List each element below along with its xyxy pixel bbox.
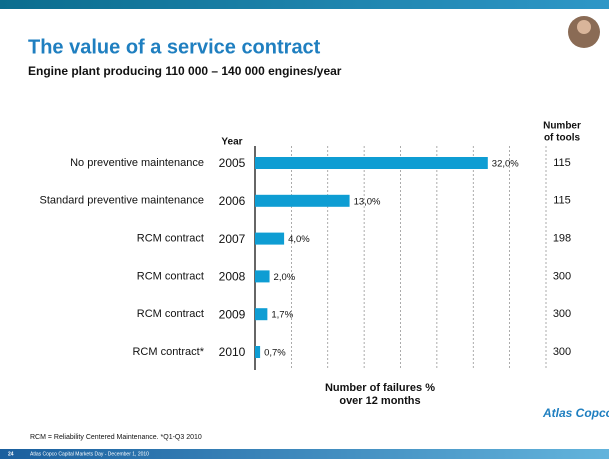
value-label: 4,0% xyxy=(288,234,310,245)
bar xyxy=(255,270,270,282)
page-number: 24 xyxy=(8,451,14,457)
bar xyxy=(255,346,260,358)
x-axis-label: Number of failures % xyxy=(325,382,435,394)
bar xyxy=(255,195,350,207)
value-label: 1,7% xyxy=(271,310,293,321)
category-label: No preventive maintenance xyxy=(70,157,204,169)
tools-value: 300 xyxy=(553,308,571,320)
tools-value: 115 xyxy=(553,157,571,169)
top-bar xyxy=(0,0,609,9)
year-header: Year xyxy=(221,137,242,148)
category-label: RCM contract xyxy=(137,233,204,245)
logo: Atlas Copco xyxy=(542,406,609,420)
value-label: 13,0% xyxy=(354,196,381,207)
year-label: 2005 xyxy=(219,156,246,170)
value-label: 2,0% xyxy=(274,272,296,283)
tools-value: 198 xyxy=(553,233,571,245)
footer-text: Atlas Copco Capital Markets Day - Decemb… xyxy=(30,451,149,457)
category-label: RCM contract* xyxy=(132,346,204,358)
year-label: 2008 xyxy=(219,270,246,284)
category-label: RCM contract xyxy=(137,308,204,320)
category-label: Standard preventive maintenance xyxy=(40,195,205,207)
year-label: 2009 xyxy=(219,307,246,321)
bar xyxy=(255,308,267,320)
x-axis-label: over 12 months xyxy=(339,395,420,407)
value-label: 0,7% xyxy=(264,348,286,359)
tools-header: of tools xyxy=(544,133,581,144)
bar xyxy=(255,157,488,169)
speaker-face xyxy=(577,20,591,34)
value-label: 32,0% xyxy=(492,159,519,170)
bar xyxy=(255,233,284,245)
subtitle: Engine plant producing 110 000 – 140 000… xyxy=(28,64,342,78)
year-label: 2010 xyxy=(219,345,246,359)
footnote: RCM = Reliability Centered Maintenance. … xyxy=(30,434,202,441)
tools-value: 300 xyxy=(553,270,571,282)
tools-value: 115 xyxy=(553,195,571,207)
tools-value: 300 xyxy=(553,346,571,358)
category-label: RCM contract xyxy=(137,270,204,282)
slide: The value of a service contract Engine p… xyxy=(0,0,609,459)
tools-header: Number xyxy=(543,121,581,132)
title: The value of a service contract xyxy=(28,36,321,58)
year-label: 2006 xyxy=(219,194,246,208)
year-label: 2007 xyxy=(219,232,246,246)
